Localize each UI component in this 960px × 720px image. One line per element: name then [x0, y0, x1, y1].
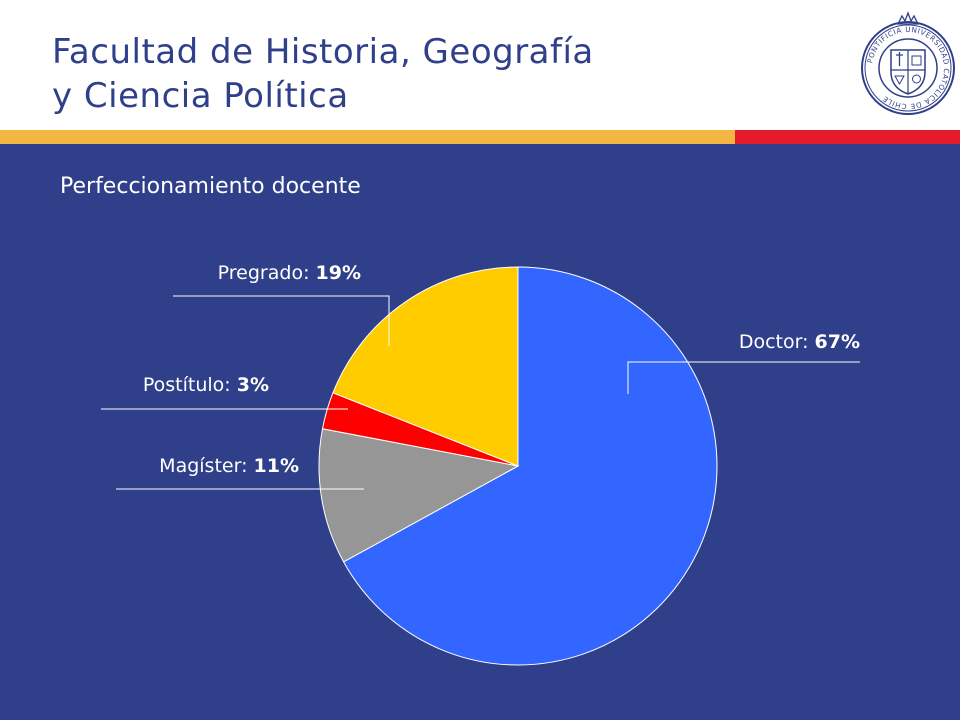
pie-slices	[318, 266, 718, 666]
slice-label-0: Doctor: 67%	[739, 331, 860, 353]
header: Facultad de Historia, Geografía y Cienci…	[0, 0, 960, 130]
slice-label-3: Pregrado: 19%	[218, 262, 361, 284]
pie-slice-doctor	[342, 266, 718, 666]
page-title-line-2: y Ciencia Política	[52, 76, 349, 116]
leader-lines	[101, 295, 860, 490]
slice-label-name: Magíster:	[159, 455, 253, 477]
leader-line-0	[627, 361, 860, 394]
page-title: Facultad de Historia, Geografía y Cienci…	[52, 30, 594, 118]
chart-title: Perfeccionamiento docente	[60, 174, 361, 199]
slice-label-value: 19%	[316, 262, 361, 284]
slice-label-value: 3%	[237, 374, 269, 396]
pie-slice-magister	[318, 428, 520, 563]
slice-label-value: 11%	[254, 455, 299, 477]
slice-label-1: Magíster: 11%	[159, 455, 299, 477]
page-title-line-1: Facultad de Historia, Geografía	[52, 32, 594, 72]
pie-slice-pregrado	[332, 266, 519, 467]
slice-label-name: Pregrado:	[218, 262, 316, 284]
slice-label-name: Postítulo:	[143, 374, 237, 396]
header-stripe-red	[735, 130, 960, 144]
slice-label-2: Postítulo: 3%	[143, 374, 269, 396]
slice-label-value: 67%	[815, 331, 860, 353]
header-stripe-yellow	[0, 130, 735, 144]
leader-line-3	[173, 295, 390, 346]
slice-labels: Doctor: 67% Magíster: 11% Postítulo: 3% Pre…	[143, 262, 860, 477]
university-seal-logo: PONTIFICIA UNIVERSIDAD CATÓLICA DE CHILE	[861, 11, 955, 115]
slice-label-name: Doctor:	[739, 331, 815, 353]
